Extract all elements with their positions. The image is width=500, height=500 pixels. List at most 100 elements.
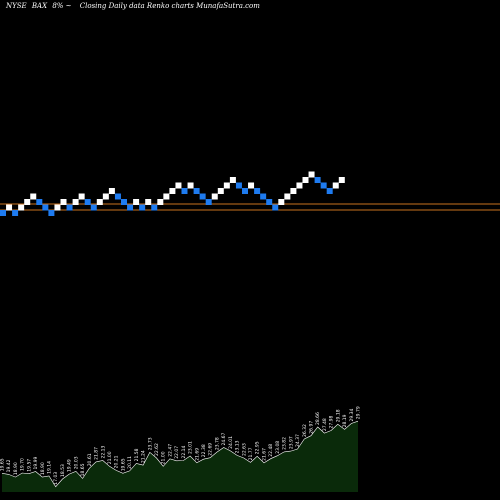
volume-value-label: 20.03: [73, 456, 79, 469]
reference-lines: [0, 203, 500, 211]
chart-header: NYSE BAX 8% ~ Closing Daily data Renko c…: [5, 2, 260, 10]
volume-value-label: 18.53: [60, 464, 66, 477]
volume-value-label: 19.99: [33, 456, 39, 469]
renko-brick-down: [151, 204, 158, 211]
volume-value-label: 27.98: [329, 415, 335, 428]
renko-brick-up: [24, 199, 31, 205]
volume-value-label: 22.38: [201, 444, 207, 457]
renko-brick-up: [223, 182, 230, 189]
renko-brick-up: [211, 193, 218, 200]
volume-value-label: 22.69: [208, 443, 214, 456]
volume-panel: [1, 420, 359, 492]
volume-value-label: 23.97: [288, 436, 294, 449]
volume-value-label: 21.00: [107, 451, 113, 464]
renko-brick-down: [235, 182, 242, 189]
renko-brick-up: [169, 188, 176, 194]
symbol-label: BAX: [31, 2, 48, 10]
volume-value-label: 21.00: [161, 451, 167, 464]
volume-value-label: 19.14: [47, 461, 53, 474]
volume-area: [2, 421, 358, 492]
volume-value-label: 19.70: [20, 458, 26, 471]
volume-value-label: 22.13: [100, 445, 106, 458]
volume-value-label: 21.87: [94, 447, 100, 460]
separator-label: ~: [66, 2, 72, 10]
volume-value-label: 23.73: [147, 437, 153, 450]
volume-value-label: 29.34: [349, 408, 355, 421]
renko-brick-up: [78, 193, 85, 200]
renko-brick-up: [308, 171, 315, 178]
volume-value-label: 21.77: [248, 447, 254, 460]
volume-value-label: 23.78: [214, 437, 220, 450]
renko-brick-up: [30, 193, 37, 200]
renko-brick-down: [66, 204, 73, 211]
volume-labels: 19.65 19.42 18.90 19.70 19.57 19.99 18.90 19.14…: [0, 406, 362, 485]
volume-value-label: 22.47: [167, 444, 173, 457]
renko-brick-up: [157, 199, 164, 205]
volume-value-label: 20.11: [127, 456, 133, 469]
renko-brick-up: [296, 182, 303, 189]
renko-brick-down: [121, 199, 127, 205]
renko-brick-down: [254, 188, 261, 194]
renko-brick-down: [84, 199, 91, 205]
volume-value-label: 23.13: [235, 440, 241, 453]
volume-value-label: 18.90: [40, 462, 46, 475]
renko-brick-up: [302, 177, 309, 183]
volume-outline: [1, 420, 359, 488]
renko-brick-up: [278, 199, 285, 205]
renko-brick-down: [205, 199, 212, 205]
volume-value-label: 23.08: [275, 441, 281, 454]
volume-value-label: 24.67: [221, 432, 227, 445]
renko-brick-up: [60, 199, 67, 205]
volume-value-label: 29.79: [356, 406, 362, 419]
renko-brick-up: [332, 182, 339, 189]
renko-brick-down: [139, 204, 146, 211]
volume-value-label: 23.82: [282, 437, 288, 450]
volume-value-label: 19.65: [0, 458, 6, 471]
renko-brick-up: [133, 199, 140, 205]
volume-value-label: 22.14: [181, 445, 187, 458]
renko-brick-up: [145, 199, 152, 205]
renko-brick-down: [272, 204, 279, 211]
renko-brick-up: [54, 204, 61, 211]
volume-value-label: 22.62: [154, 443, 160, 456]
renko-brick-up: [72, 199, 79, 205]
volume-value-label: 26.32: [302, 424, 308, 437]
renko-brick-down: [260, 193, 267, 200]
change-label: 8%: [52, 2, 63, 10]
volume-value-label: 22.48: [268, 444, 274, 457]
renko-brick-up: [217, 188, 224, 194]
volume-value-label: 26.97: [309, 421, 315, 434]
renko-brick-down: [199, 193, 206, 200]
volume-value-label: 22.07: [174, 446, 180, 459]
renko-brick-down: [181, 188, 188, 194]
volume-value-label: 21.24: [141, 450, 147, 463]
volume-value-label: 21.67: [262, 448, 268, 461]
renko-brick-down: [12, 210, 19, 216]
renko-brick-up: [284, 193, 291, 200]
renko-brick-up: [338, 177, 345, 183]
volume-value-label: 19.49: [67, 459, 73, 472]
volume-value-label: 19.57: [26, 459, 32, 472]
volume-value-label: 19.42: [6, 459, 12, 472]
renko-brick-up: [175, 182, 182, 189]
volume-value-label: 17.03: [53, 472, 59, 485]
volume-value-label: 18.65: [80, 463, 86, 476]
renko-brick-up: [229, 177, 236, 183]
renko-brick-up: [108, 188, 115, 194]
renko-brick-up: [6, 204, 13, 211]
volume-value-label: 22.95: [255, 441, 261, 454]
volume-value-label: 28.66: [315, 412, 321, 425]
renko-brick-down: [90, 204, 97, 211]
volume-value-label: 28.19: [342, 414, 348, 427]
renko-brick-down: [314, 177, 321, 183]
exchange-label: NYSE: [5, 2, 27, 10]
renko-brick-down: [193, 188, 200, 194]
renko-brick-up: [248, 182, 255, 189]
caption-label: Closing Daily data Renko charts MunafaSu…: [80, 2, 260, 10]
volume-value-label: 22.63: [241, 443, 247, 456]
volume-value-label: 18.90: [13, 462, 19, 475]
renko-brick-up: [163, 193, 170, 200]
volume-value-label: 19.65: [120, 458, 126, 471]
volume-value-label: 24.37: [295, 434, 301, 447]
renko-brick-up: [96, 199, 103, 205]
